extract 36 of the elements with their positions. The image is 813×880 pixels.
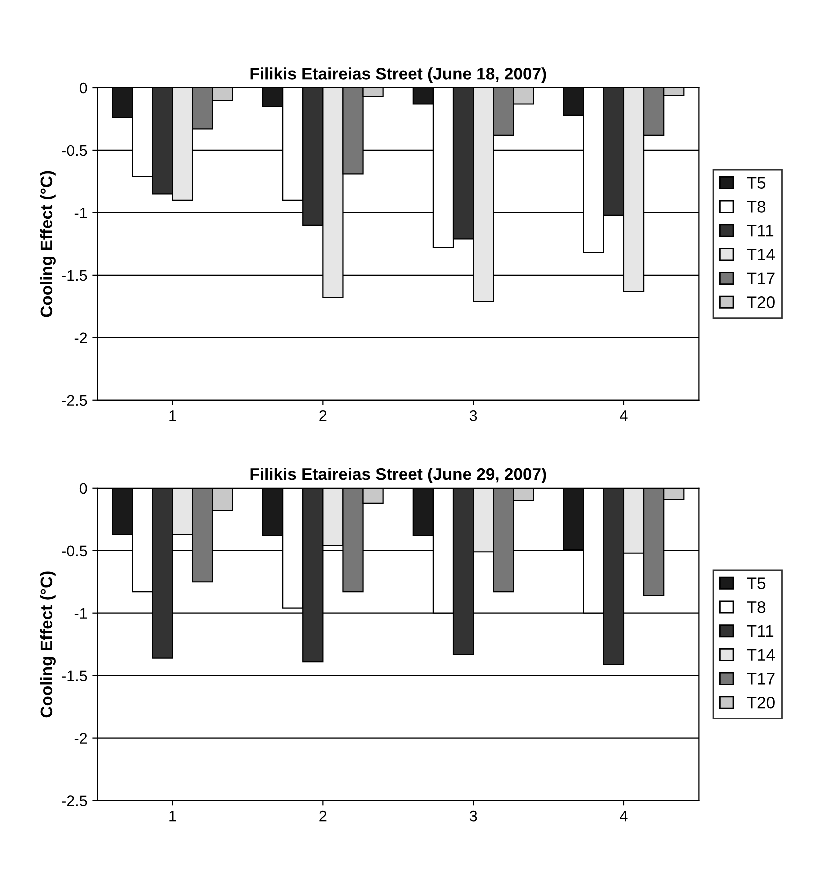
x-tick-label: 1 [170, 410, 176, 422]
x-tick-label: 2 [320, 810, 327, 822]
y-tick-label: -1.5 [62, 270, 88, 282]
y-tick-label: -2 [74, 733, 88, 744]
y-tick-label: -1 [74, 208, 88, 218]
y-tick-label: -1 [74, 608, 88, 619]
legend-label: T11 [747, 626, 774, 637]
legend-label: T14 [747, 248, 776, 260]
legend-label: T8 [747, 601, 766, 614]
x-tick-label: 3 [470, 810, 478, 822]
legend-label: T20 [747, 696, 775, 709]
legend-label: T5 [747, 578, 766, 590]
chart-title: Filikis Etaireias Street (June 18, 2007) [250, 68, 546, 84]
x-tick-label: 4 [620, 811, 628, 822]
y-axis-title: Cooling Effect (°C) [40, 171, 56, 318]
y-tick-label: -2 [74, 332, 88, 344]
y-tick-label: -0.5 [62, 546, 88, 557]
legend-label: T20 [747, 296, 775, 308]
y-tick-label: -2.5 [62, 796, 88, 806]
legend-label: T14 [747, 649, 776, 661]
y-tick-label: 0 [80, 483, 88, 494]
y-tick-label: 0 [80, 82, 88, 94]
x-tick-label: 3 [470, 410, 478, 422]
legend-label: T5 [747, 177, 766, 189]
y-tick-label: -0.5 [62, 145, 88, 156]
legend-label: T17 [747, 673, 775, 685]
x-tick-label: 1 [170, 811, 176, 822]
legend-label: T11 [747, 225, 774, 237]
legend-label: T17 [747, 272, 775, 284]
x-tick-label: 4 [620, 410, 628, 422]
chart-title: Filikis Etaireias Street (June 29, 2007) [250, 468, 546, 484]
legend-label: T8 [747, 201, 766, 213]
y-tick-label: -2.5 [62, 395, 88, 406]
y-axis-title: Cooling Effect (°C) [40, 572, 56, 718]
y-tick-label: -1.5 [62, 670, 88, 682]
x-tick-label: 2 [320, 410, 327, 422]
